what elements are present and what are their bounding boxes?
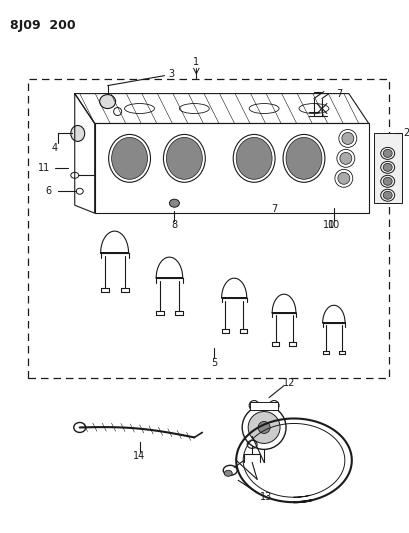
Ellipse shape <box>339 152 351 164</box>
Text: 10: 10 <box>327 220 339 230</box>
Ellipse shape <box>337 172 349 184</box>
Ellipse shape <box>382 149 391 157</box>
Text: 8J09  200: 8J09 200 <box>10 19 75 32</box>
Text: 5: 5 <box>211 358 217 368</box>
Ellipse shape <box>71 125 85 141</box>
Text: 11: 11 <box>38 163 50 173</box>
Ellipse shape <box>99 94 115 109</box>
Ellipse shape <box>236 138 272 179</box>
Text: 14: 14 <box>133 451 145 462</box>
Ellipse shape <box>166 138 202 179</box>
Text: 10: 10 <box>322 220 334 230</box>
Bar <box>373 133 401 203</box>
Text: 4: 4 <box>52 143 58 154</box>
Text: 13: 13 <box>259 492 272 502</box>
Text: 12: 12 <box>282 377 294 387</box>
Text: 6: 6 <box>45 186 52 196</box>
Text: 8: 8 <box>171 220 177 230</box>
Ellipse shape <box>169 199 179 207</box>
Circle shape <box>258 422 270 433</box>
Circle shape <box>247 411 279 443</box>
Ellipse shape <box>111 138 147 179</box>
Text: 7: 7 <box>270 204 276 214</box>
Text: 7: 7 <box>335 88 341 99</box>
Ellipse shape <box>382 177 391 185</box>
Ellipse shape <box>382 191 391 199</box>
Ellipse shape <box>224 470 231 477</box>
Bar <box>249 401 277 409</box>
Text: 3: 3 <box>168 69 174 79</box>
Ellipse shape <box>341 133 353 144</box>
Text: 1: 1 <box>193 56 199 67</box>
Text: 2: 2 <box>402 128 409 139</box>
Ellipse shape <box>285 138 321 179</box>
Bar <box>28 79 388 377</box>
Ellipse shape <box>382 163 391 171</box>
